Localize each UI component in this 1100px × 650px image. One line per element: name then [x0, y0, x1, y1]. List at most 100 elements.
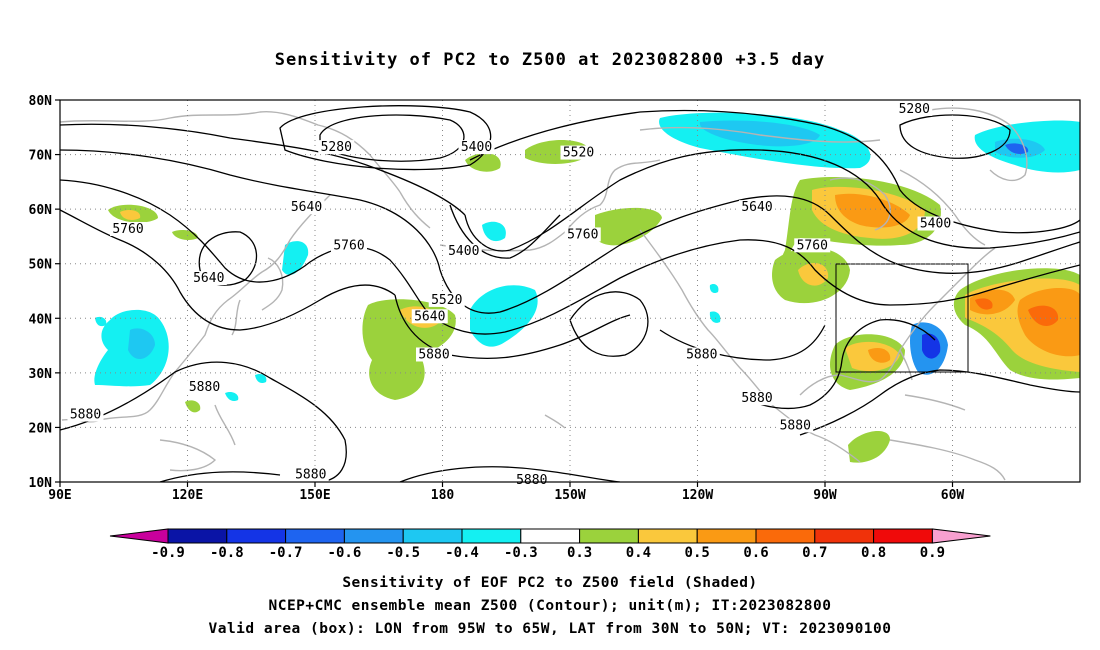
lon-label: 60W — [941, 488, 965, 503]
shade-positive — [595, 207, 662, 246]
lon-label: 90E — [48, 488, 71, 503]
coastline-greenland — [929, 107, 1028, 182]
coastline-arctic — [639, 126, 881, 143]
coastline-korea — [231, 299, 241, 336]
coastline-japan — [261, 257, 284, 311]
coastline-caribbean — [904, 394, 966, 411]
contour-5760-west — [60, 209, 396, 331]
lat-label: 10N — [29, 476, 53, 491]
contour-label: 5760 — [794, 238, 831, 253]
shade-negative — [709, 311, 721, 323]
colorbar-segment — [226, 528, 287, 544]
contour-5880 — [394, 294, 631, 360]
shade-positive — [185, 400, 201, 413]
coastline-borneo — [159, 439, 217, 472]
colorbar-segment — [637, 528, 698, 544]
contour-label-bg — [560, 145, 597, 160]
contour-label-text: 5400 — [920, 217, 951, 232]
contour-label: 5640 — [288, 200, 325, 215]
shade-negative — [482, 221, 506, 242]
colorbar-label: 0.8 — [861, 545, 886, 561]
colorbar-segment — [814, 528, 875, 544]
contour-label: 5760 — [564, 227, 601, 242]
contour-label: 5880 — [683, 347, 720, 362]
contour-label-bg — [288, 200, 325, 215]
lat-label: 80N — [29, 94, 53, 109]
contour-label-bg — [186, 380, 223, 395]
contour-label-bg — [917, 216, 954, 231]
shade-positive-strong — [975, 298, 993, 310]
contour-label-text: 5280 — [321, 140, 352, 155]
shade-negative — [699, 120, 820, 147]
contour-5280-east — [899, 114, 1011, 159]
contour-label-text: 5520 — [431, 293, 462, 308]
contour-label: 5280 — [896, 101, 933, 117]
contour-label-bg — [416, 347, 452, 362]
colorbar-label: 0.6 — [743, 545, 768, 561]
contour-label-text: 5760 — [797, 238, 828, 253]
contour-label-text: 5400 — [461, 140, 492, 155]
lon-label: 90W — [813, 488, 837, 503]
contour-label-bg — [190, 271, 227, 286]
colorbar-segment — [755, 528, 816, 544]
colorbar-label: 0.5 — [685, 545, 710, 561]
contour-label-bg — [739, 391, 775, 406]
contour-5640-asia — [60, 149, 441, 271]
contour-5400-mid — [449, 204, 561, 259]
contour-label-text: 5760 — [567, 227, 598, 242]
contour-label-bg — [513, 473, 550, 487]
contour-label-text: 5400 — [448, 244, 479, 259]
shade-negative — [922, 333, 941, 359]
coastline-us-east — [899, 247, 996, 351]
colorbar-segment — [402, 528, 463, 544]
caption-contour: NCEP+CMC ensemble mean Z500 (Contour); u… — [268, 598, 832, 614]
contour-5880-pacific — [399, 466, 621, 482]
colorbar: -0.9 -0.8 -0.7 -0.6 -0.5 -0.4 -0.3 0.3 0.4 0.5 0.6… — [109, 528, 991, 561]
contour-label-text: 5640 — [741, 200, 772, 215]
contour-label-text: 5880 — [516, 473, 547, 488]
shade-negative — [282, 241, 309, 275]
coastline-na-west — [639, 229, 773, 406]
shade-positive-strong — [970, 289, 1015, 315]
shade-positive-strong — [868, 348, 891, 363]
contour-label-bg — [564, 227, 601, 242]
contour-label: 5760 — [110, 221, 146, 237]
contour-label-bg — [67, 407, 104, 422]
shade-positive-strong — [835, 193, 910, 228]
shade-positive-strong — [798, 263, 829, 286]
coastline-hudson — [829, 177, 891, 231]
colorbar-label: -0.7 — [269, 545, 303, 561]
contour-label: 5520 — [428, 292, 465, 308]
contour-label-bg — [683, 347, 720, 362]
colorbar-segment — [579, 528, 639, 544]
contour-label: 5880 — [777, 418, 814, 433]
colorbar-label: -0.8 — [210, 545, 244, 561]
contour-label-text: 5640 — [414, 309, 445, 324]
colorbar-label: 0.4 — [626, 545, 651, 561]
contour-label: 5640 — [411, 309, 448, 324]
colorbar-max-arrow — [931, 528, 991, 544]
colorbar-segment — [873, 528, 933, 544]
contour-5760 — [429, 239, 1080, 335]
contour-label: 5880 — [513, 473, 550, 488]
z500-contours — [60, 105, 1080, 482]
map-title: Sensitivity of PC2 to Z500 at 2023082800… — [274, 50, 826, 70]
caption-valid-area: Valid area (box): LON from 95W to 65W, L… — [208, 621, 892, 637]
contour-label-text: 5880 — [741, 391, 772, 406]
shade-negative — [470, 285, 538, 347]
contour-5640 — [439, 195, 1080, 314]
coastline-kamchatka — [399, 191, 431, 229]
colorbar-segment — [461, 528, 522, 544]
contour-label: 5400 — [917, 216, 954, 232]
contour-5400 — [279, 105, 492, 171]
shade-negative — [128, 328, 155, 360]
colorbar-segment — [285, 528, 345, 544]
contour-5520-north — [60, 123, 466, 216]
lat-label: 20N — [29, 421, 53, 436]
contour-label: 5640 — [739, 200, 775, 215]
contour-label-bg — [411, 309, 448, 324]
shade-negative — [709, 283, 719, 294]
contour-5880-eq — [159, 471, 281, 482]
contour-5400-north — [469, 109, 1080, 234]
contour-label-text: 5280 — [899, 102, 930, 117]
